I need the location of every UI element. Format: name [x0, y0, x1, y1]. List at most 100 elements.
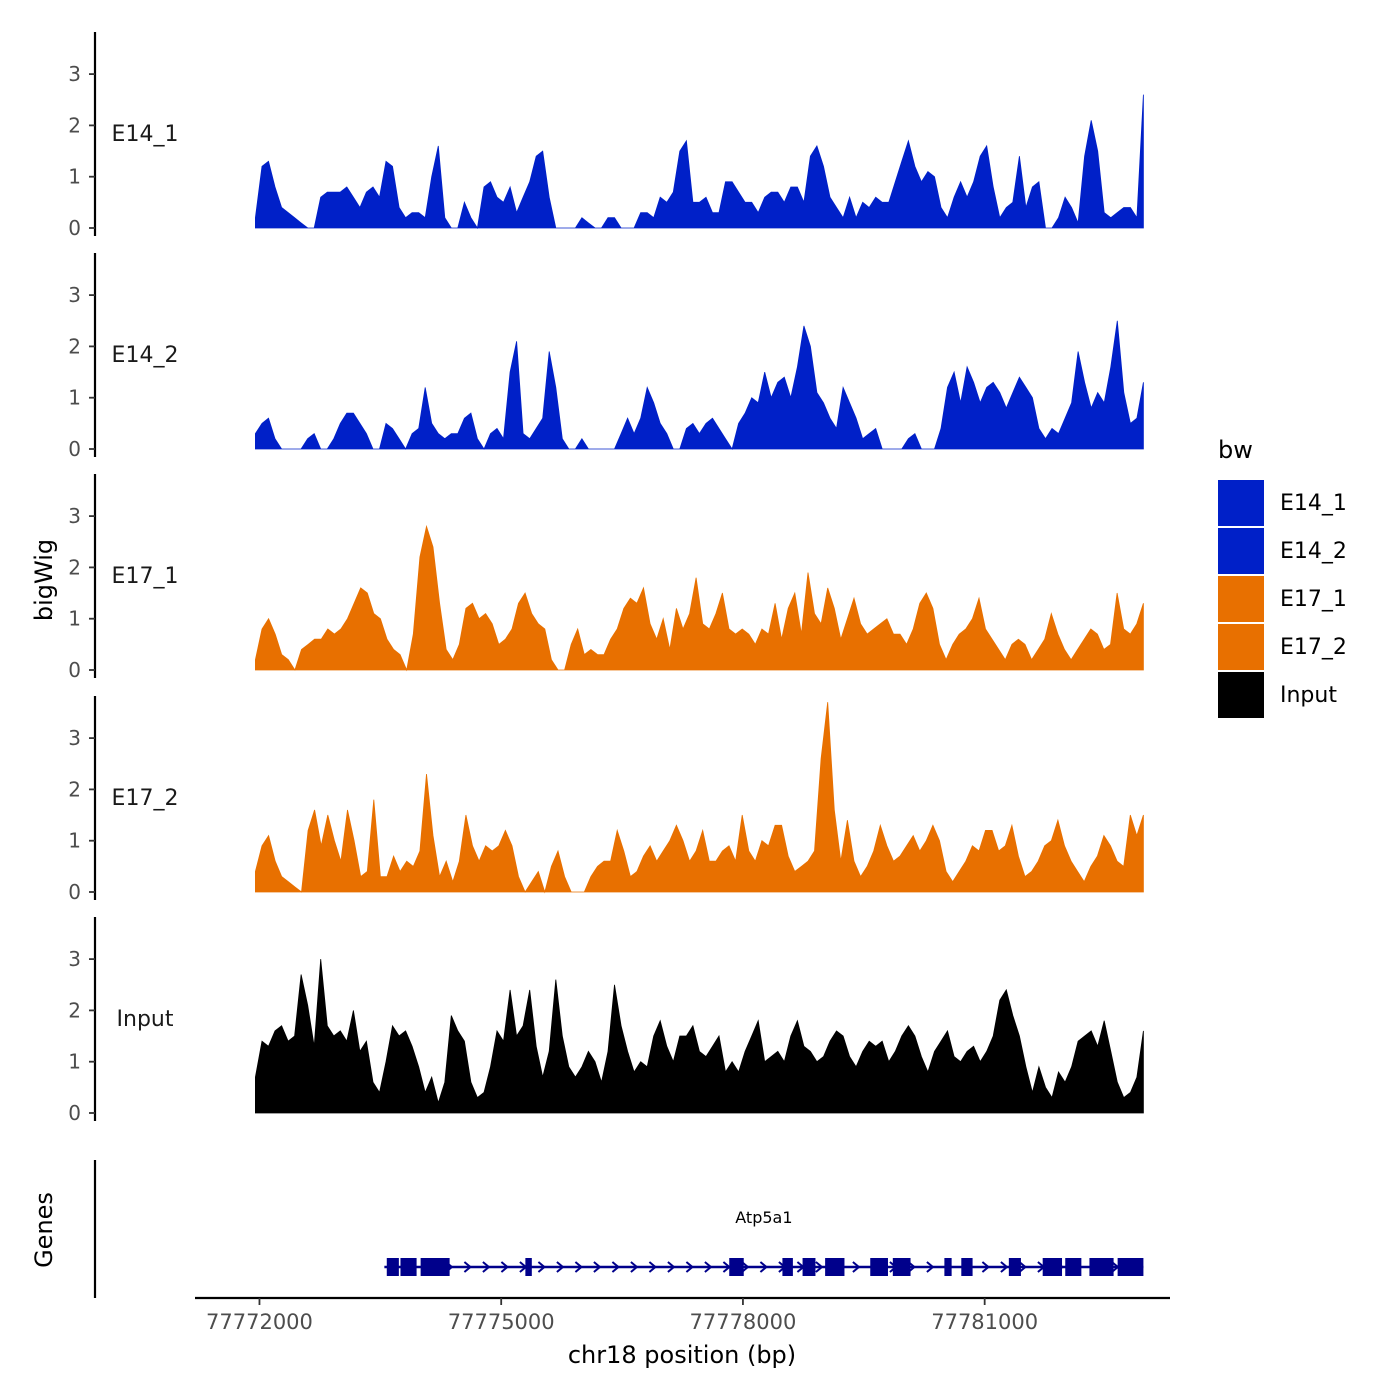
strand-arrow	[1000, 1261, 1009, 1273]
exon	[1042, 1258, 1063, 1276]
y-tick-label: 0	[68, 216, 81, 240]
strand-arrow	[537, 1261, 546, 1273]
strand-arrow	[852, 1261, 861, 1273]
y-tick-label: 1	[68, 386, 81, 410]
y-tick-label: 1	[68, 165, 81, 189]
legend-label: Input	[1280, 683, 1337, 708]
strand-arrow	[981, 1261, 990, 1273]
coverage-area-e14-2	[255, 320, 1144, 450]
y-tick-label: 2	[68, 334, 81, 358]
y-tick-label: 2	[68, 555, 81, 579]
x-tick-label: 77778000	[689, 1310, 796, 1334]
strand-arrow	[500, 1261, 509, 1273]
x-tick-label: 77772000	[206, 1310, 313, 1334]
y-tick-label: 0	[68, 1101, 81, 1125]
strand-arrow	[630, 1261, 639, 1273]
legend-item-e14-1: E14_1	[1218, 480, 1347, 526]
y-axis-label: bigWig	[30, 539, 58, 621]
strand-arrow	[704, 1261, 713, 1273]
y-tick-label: 3	[68, 947, 81, 971]
strand-arrow	[648, 1261, 657, 1273]
legend-label: E17_1	[1280, 587, 1347, 612]
y-tick-label: 1	[68, 607, 81, 631]
legend-label: E14_1	[1280, 491, 1347, 516]
strand-arrow	[759, 1261, 768, 1273]
strand-arrow	[685, 1261, 694, 1273]
strand-arrow	[611, 1261, 620, 1273]
exon	[782, 1258, 793, 1276]
y-tick-label: 2	[68, 113, 81, 137]
legend-swatch	[1218, 528, 1264, 574]
legend-item-e17-1: E17_1	[1218, 576, 1347, 622]
x-tick-label: 77775000	[448, 1310, 555, 1334]
exon	[525, 1258, 532, 1276]
track-panel-e14-2: 0 1 2 3 E14_2	[68, 253, 1144, 461]
coverage-area-e17-2	[255, 702, 1144, 894]
exon	[1065, 1258, 1082, 1276]
track-label: E17_2	[112, 786, 179, 811]
strand-arrow	[815, 1261, 824, 1273]
track-label: E17_1	[112, 564, 179, 589]
legend-swatch	[1218, 576, 1264, 622]
exon	[1117, 1258, 1144, 1276]
coverage-area-e14-1	[255, 94, 1144, 230]
y-tick-label: 1	[68, 1050, 81, 1074]
strand-arrow	[667, 1261, 676, 1273]
exon	[386, 1258, 399, 1276]
y-tick-label: 1	[68, 829, 81, 853]
exon	[944, 1258, 952, 1276]
legend-label: E14_2	[1280, 539, 1347, 564]
y-tick-label: 3	[68, 283, 81, 307]
strand-arrow	[574, 1261, 583, 1273]
coverage-area-e17-1	[255, 524, 1144, 672]
legend-swatch	[1218, 624, 1264, 670]
legend-swatch	[1218, 672, 1264, 718]
track-panel-input: 0 1 2 3 Input	[68, 917, 1144, 1125]
track-panel-e14-1: 0 1 2 3 E14_1	[68, 32, 1144, 240]
legend-item-e17-2: E17_2	[1218, 624, 1347, 670]
exon	[1089, 1258, 1114, 1276]
exon	[825, 1258, 845, 1276]
track-label: E14_1	[112, 122, 179, 147]
track-label: Input	[117, 1007, 174, 1032]
coverage-area-input	[255, 959, 1144, 1114]
legend-item-e14-2: E14_2	[1218, 528, 1347, 574]
y-tick-label: 0	[68, 880, 81, 904]
y-tick-label: 0	[68, 437, 81, 461]
legend-item-input: Input	[1218, 672, 1337, 718]
x-axis: 77772000 77775000 77778000 77781000	[195, 1296, 1170, 1334]
legend: bw E14_1 E14_2 E17_1 E17_2 Input	[1218, 436, 1347, 718]
y-tick-label: 3	[68, 504, 81, 528]
y-tick-label: 0	[68, 658, 81, 682]
strand-arrow	[482, 1261, 491, 1273]
exon	[729, 1258, 744, 1276]
exon	[400, 1258, 417, 1276]
track-label: E14_2	[112, 343, 179, 368]
strand-arrow	[926, 1261, 935, 1273]
track-panel-e17-2: 0 1 2 3 E17_2	[68, 696, 1144, 904]
genes-track: Atp5a1	[93, 1160, 1144, 1298]
strand-arrow	[741, 1261, 750, 1273]
genes-label: Genes	[30, 1192, 58, 1268]
coverage-tracks: 0 1 2 3 E14_1 0 1 2 3 E14_2 0 1 2 3 E17_1 0 1 2 3 E17_2 0 1 2 3…	[68, 32, 1144, 1125]
x-axis-label: chr18 position (bp)	[568, 1341, 796, 1369]
exon	[420, 1258, 450, 1276]
y-tick-label: 2	[68, 998, 81, 1022]
x-tick-label: 77781000	[931, 1310, 1038, 1334]
y-tick-label: 3	[68, 726, 81, 750]
strand-arrow	[1018, 1261, 1027, 1273]
gene-name-label: Atp5a1	[735, 1208, 792, 1227]
legend-swatch	[1218, 480, 1264, 526]
exon	[802, 1258, 816, 1276]
exon	[1008, 1258, 1021, 1276]
legend-title: bw	[1218, 436, 1253, 464]
strand-arrow	[463, 1261, 472, 1273]
y-tick-label: 3	[68, 62, 81, 86]
y-tick-label: 2	[68, 777, 81, 801]
exon	[892, 1258, 911, 1276]
legend-label: E17_2	[1280, 635, 1347, 660]
exon	[961, 1258, 973, 1276]
track-panel-e17-1: 0 1 2 3 E17_1	[68, 474, 1144, 682]
strand-arrow	[556, 1261, 565, 1273]
